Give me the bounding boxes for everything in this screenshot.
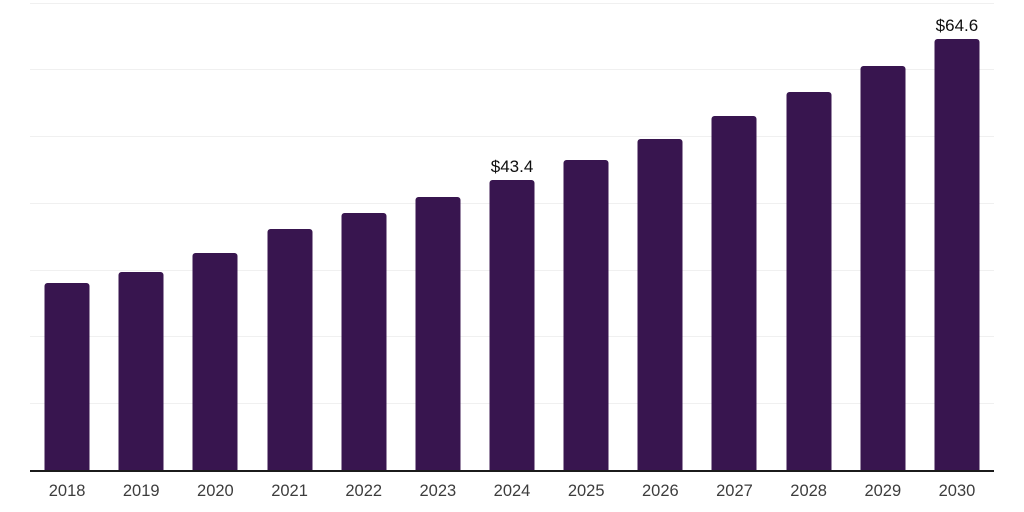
bar-2022 xyxy=(341,212,387,470)
x-axis-label-2030: 2030 xyxy=(938,482,976,500)
x-axis-label-2025: 2025 xyxy=(567,482,605,500)
x-axis-label-2019: 2019 xyxy=(122,482,160,500)
bar-2021 xyxy=(267,229,313,470)
bar-2020 xyxy=(192,253,238,470)
bar-2029 xyxy=(860,66,906,470)
bar-band-2030: $64.6 xyxy=(920,0,994,470)
bar-2026 xyxy=(637,138,683,470)
bar-band-2018 xyxy=(30,0,104,470)
bar-band-2019 xyxy=(104,0,178,470)
gridline xyxy=(30,69,994,71)
bar-2019 xyxy=(118,271,164,470)
bar-band-2020 xyxy=(178,0,252,470)
bar-2028 xyxy=(786,92,832,470)
plot-area: $43.4 $64.6 xyxy=(30,0,994,472)
bar-2024 xyxy=(489,180,535,470)
bar-2018 xyxy=(44,283,90,470)
bar-value-label-2024: $43.4 xyxy=(490,157,534,177)
bar-value-label-2030: $64.6 xyxy=(935,15,979,35)
bar-band-2029 xyxy=(846,0,920,470)
gridline xyxy=(30,136,994,138)
x-axis: 2018 2019 2020 2021 2022 2023 2024 2025 2026 2027… xyxy=(30,482,994,501)
bar-band-2024: $43.4 xyxy=(475,0,549,470)
bars-layer: $43.4 $64.6 xyxy=(30,0,994,470)
bar-band-2023 xyxy=(401,0,475,470)
x-axis-label-2024: 2024 xyxy=(493,482,531,500)
bar-2027 xyxy=(711,115,757,470)
x-axis-label-2023: 2023 xyxy=(419,482,457,500)
bar-band-2027 xyxy=(697,0,771,470)
bar-band-2028 xyxy=(772,0,846,470)
bar-2025 xyxy=(563,160,609,470)
x-axis-label-2029: 2029 xyxy=(864,482,902,500)
bar-2030 xyxy=(934,38,980,470)
bar-band-2026 xyxy=(623,0,697,470)
bar-band-2021 xyxy=(252,0,326,470)
x-axis-label-2021: 2021 xyxy=(271,482,308,500)
x-axis-label-2018: 2018 xyxy=(48,482,86,500)
gridline xyxy=(30,2,994,4)
x-axis-label-2027: 2027 xyxy=(716,482,753,500)
x-axis-label-2022: 2022 xyxy=(345,482,383,500)
x-axis-label-2020: 2020 xyxy=(197,482,234,500)
bar-band-2025 xyxy=(549,0,623,470)
x-axis-label-2026: 2026 xyxy=(641,482,679,500)
bar-2023 xyxy=(415,196,461,470)
bar-band-2022 xyxy=(327,0,401,470)
x-axis-label-2028: 2028 xyxy=(790,482,827,500)
